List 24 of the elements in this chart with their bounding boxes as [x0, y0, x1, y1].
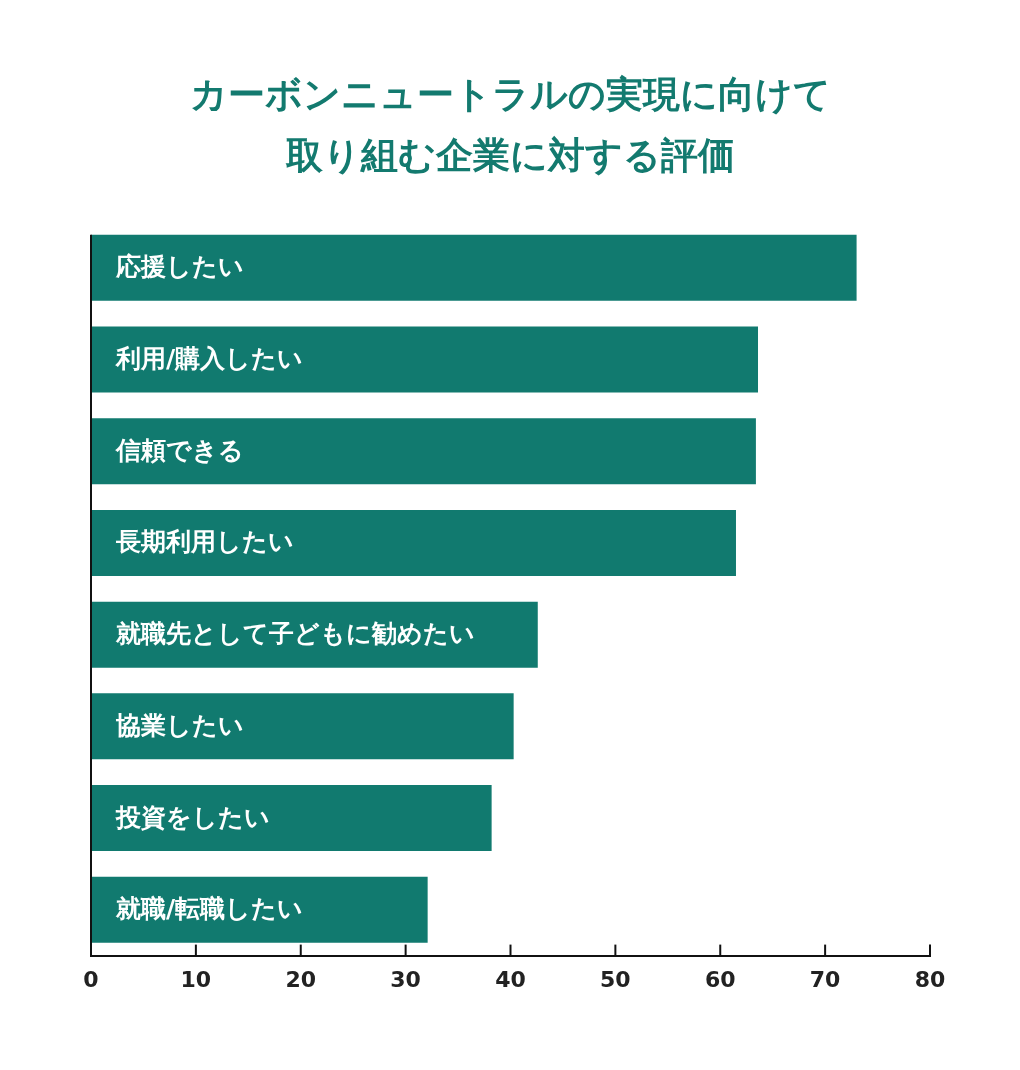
x-tick-label: 70 [809, 966, 841, 992]
chart-title: カーボンニュートラルの実現に向けて取り組む企業に対する評価 [188, 72, 832, 179]
bar [91, 418, 756, 485]
bar [91, 326, 759, 393]
y-tick-label: 就職/転職したい [115, 894, 304, 924]
x-tick-label: 0 [83, 966, 99, 992]
bar [91, 509, 736, 576]
bar [91, 693, 514, 760]
y-tick-label: 投資をしたい [115, 802, 270, 832]
y-tick-label: 応援したい [115, 252, 244, 282]
x-tick-label: 30 [390, 966, 421, 992]
bar [91, 785, 492, 852]
y-tick-label: 協業したい [115, 710, 244, 740]
x-tick-label: 60 [704, 966, 736, 992]
x-tick-label: 10 [180, 966, 212, 992]
y-tick-label: 就職先として子どもに勧めたい [115, 619, 475, 649]
y-tick-label: 利用/購入したい [115, 344, 304, 374]
y-tick-label: 長期利用したい [115, 527, 294, 557]
y-tick-label: 信頼できる [115, 435, 244, 465]
bar [91, 234, 857, 301]
x-tick-label: 50 [600, 966, 631, 992]
x-tick-label: 80 [914, 966, 946, 992]
x-tick-label: 20 [285, 966, 317, 992]
x-tick-label: 40 [495, 966, 526, 992]
